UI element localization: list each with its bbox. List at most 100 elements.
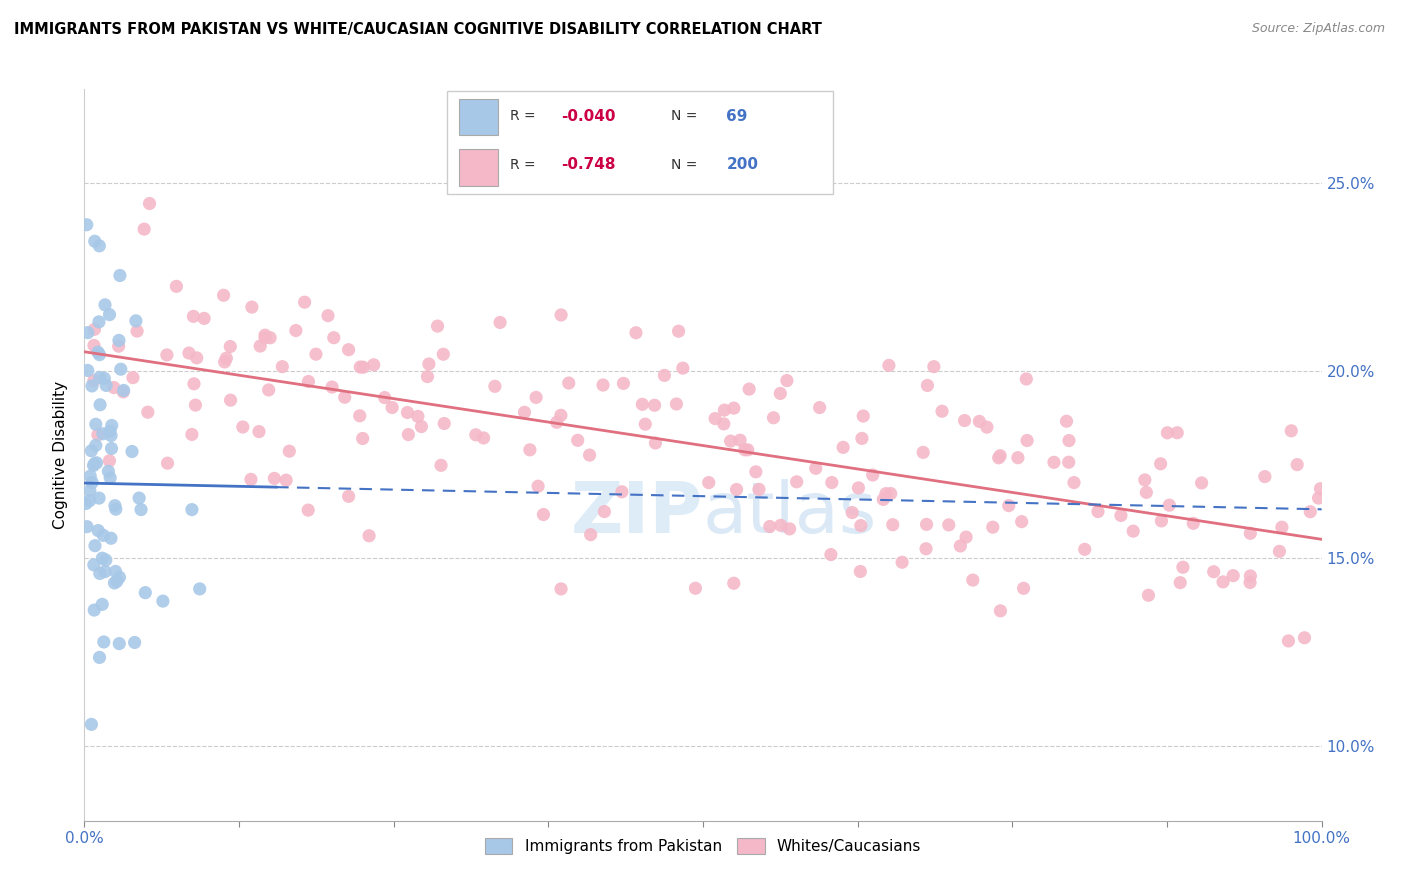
- Point: [76, 326, 98, 340]
- Point: [83, 457, 105, 471]
- Point: [152, 594, 174, 608]
- Point: [953, 413, 976, 427]
- Point: [87, 427, 110, 442]
- Point: [1279, 424, 1302, 438]
- Point: [915, 541, 938, 556]
- Point: [734, 442, 756, 457]
- Point: [91, 598, 114, 612]
- Point: [337, 343, 360, 357]
- Point: [1308, 491, 1330, 505]
- Point: [396, 405, 419, 419]
- Point: [80, 379, 103, 393]
- Point: [186, 351, 208, 365]
- Point: [271, 359, 294, 374]
- Point: [1087, 504, 1109, 518]
- FancyBboxPatch shape: [458, 149, 498, 186]
- Point: [713, 403, 735, 417]
- Point: [104, 499, 127, 513]
- Point: [832, 440, 855, 454]
- Point: [89, 370, 111, 384]
- Point: [1212, 574, 1234, 589]
- Point: [990, 604, 1012, 618]
- Point: [762, 410, 785, 425]
- Point: [83, 374, 105, 388]
- Point: [87, 491, 110, 505]
- Point: [697, 475, 720, 490]
- Point: [138, 196, 160, 211]
- Point: [433, 417, 456, 431]
- Point: [1135, 485, 1157, 500]
- Point: [212, 288, 235, 302]
- Point: [882, 517, 904, 532]
- Point: [125, 314, 148, 328]
- Point: [725, 483, 748, 497]
- Point: [112, 384, 135, 399]
- Point: [254, 328, 277, 343]
- Point: [297, 503, 319, 517]
- Point: [177, 346, 200, 360]
- Point: [776, 374, 799, 388]
- Point: [278, 444, 301, 458]
- Point: [82, 475, 104, 490]
- Point: [80, 717, 103, 731]
- Point: [987, 450, 1010, 465]
- Point: [1239, 575, 1261, 590]
- Point: [75, 496, 97, 510]
- Point: [83, 558, 105, 572]
- Point: [546, 415, 568, 429]
- Text: -0.040: -0.040: [561, 109, 616, 124]
- Point: [1191, 475, 1213, 490]
- Text: Source: ZipAtlas.com: Source: ZipAtlas.com: [1251, 22, 1385, 36]
- Point: [411, 419, 433, 434]
- Point: [969, 414, 991, 428]
- Point: [915, 517, 938, 532]
- Point: [644, 398, 666, 412]
- Point: [97, 464, 120, 478]
- Point: [352, 432, 374, 446]
- Point: [297, 375, 319, 389]
- Point: [1182, 516, 1205, 531]
- Point: [76, 218, 98, 232]
- Point: [862, 468, 884, 483]
- Point: [489, 316, 512, 330]
- Point: [134, 222, 156, 236]
- Point: [820, 548, 842, 562]
- Point: [484, 379, 506, 393]
- Point: [891, 555, 914, 569]
- Point: [931, 404, 953, 418]
- Point: [86, 456, 108, 470]
- Point: [426, 319, 449, 334]
- Point: [406, 409, 429, 424]
- Point: [1056, 414, 1078, 428]
- Point: [748, 483, 770, 497]
- Point: [1057, 434, 1080, 448]
- Point: [98, 454, 121, 468]
- Point: [357, 529, 380, 543]
- Point: [89, 348, 111, 362]
- Point: [94, 565, 117, 579]
- Point: [644, 436, 666, 450]
- Point: [87, 345, 110, 359]
- Point: [654, 368, 676, 383]
- Point: [91, 551, 114, 566]
- Point: [96, 378, 118, 392]
- Point: [1156, 425, 1178, 440]
- Point: [165, 279, 187, 293]
- Point: [112, 384, 135, 398]
- Point: [349, 359, 371, 374]
- Point: [418, 357, 440, 371]
- Point: [1137, 588, 1160, 602]
- Point: [129, 502, 152, 516]
- Text: R =: R =: [510, 110, 540, 123]
- Point: [472, 431, 495, 445]
- Point: [1202, 565, 1225, 579]
- FancyBboxPatch shape: [447, 91, 832, 194]
- Point: [672, 361, 695, 376]
- Point: [1011, 515, 1033, 529]
- Point: [1150, 514, 1173, 528]
- Point: [1171, 560, 1194, 574]
- Point: [758, 519, 780, 533]
- Point: [263, 471, 285, 485]
- Point: [1271, 520, 1294, 534]
- Point: [128, 491, 150, 505]
